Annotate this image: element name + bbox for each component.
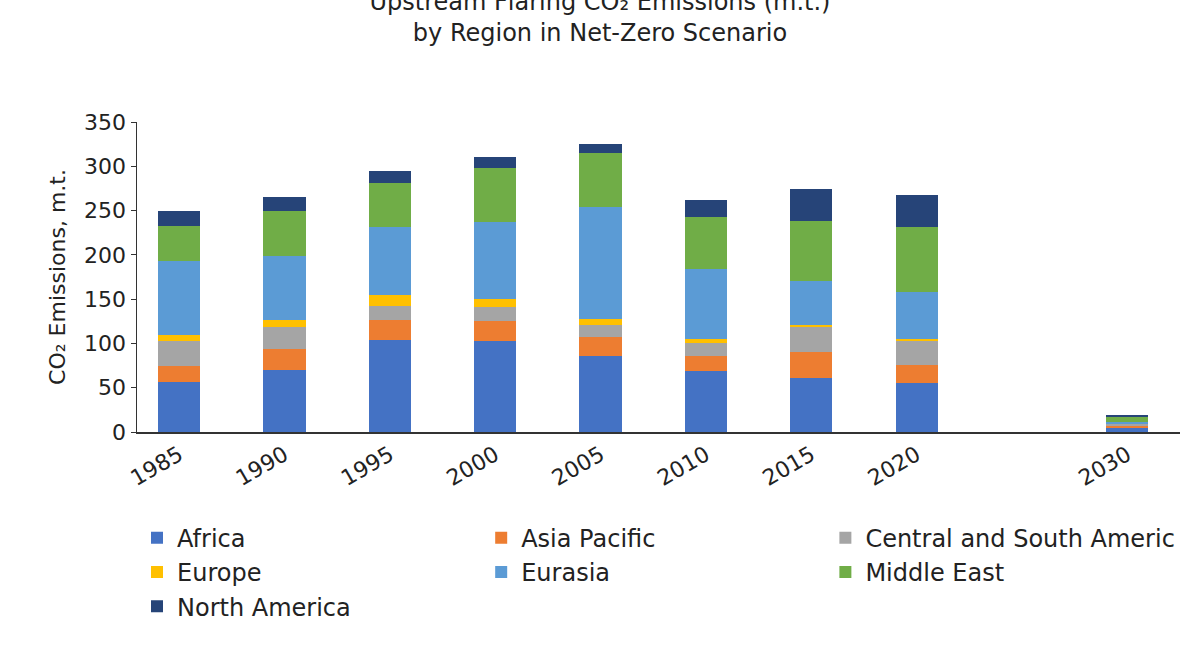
svg-text:150: 150 — [84, 287, 126, 312]
svg-text:2000: 2000 — [442, 441, 503, 491]
svg-text:1990: 1990 — [231, 441, 292, 491]
svg-text:Asia Pacific: Asia Pacific — [521, 525, 655, 553]
svg-text:2030: 2030 — [1074, 441, 1135, 491]
svg-text:1995: 1995 — [337, 441, 398, 491]
svg-text:2015: 2015 — [758, 441, 819, 491]
svg-text:CO₂ Emissions, m.t.: CO₂ Emissions, m.t. — [45, 169, 70, 385]
svg-text:1985: 1985 — [126, 441, 187, 491]
svg-text:Upstream Flaring CO₂ Emissions: Upstream Flaring CO₂ Emissions (m.t.)by … — [370, 0, 831, 47]
svg-text:100: 100 — [84, 331, 126, 356]
svg-text:Middle East: Middle East — [865, 559, 1004, 587]
svg-text:2005: 2005 — [548, 441, 609, 491]
svg-text:North America: North America — [177, 594, 351, 622]
svg-text:350: 350 — [84, 110, 126, 135]
svg-text:Africa: Africa — [177, 525, 245, 553]
svg-text:2020: 2020 — [864, 441, 925, 491]
svg-text:300: 300 — [84, 154, 126, 179]
svg-text:250: 250 — [84, 198, 126, 223]
svg-text:Eurasia: Eurasia — [521, 559, 610, 587]
svg-text:200: 200 — [84, 243, 126, 268]
svg-text:Europe: Europe — [177, 559, 261, 587]
svg-text:Central and South America: Central and South America — [865, 525, 1175, 553]
svg-text:0: 0 — [112, 420, 126, 445]
svg-text:50: 50 — [98, 375, 126, 400]
svg-text:2010: 2010 — [653, 441, 714, 491]
